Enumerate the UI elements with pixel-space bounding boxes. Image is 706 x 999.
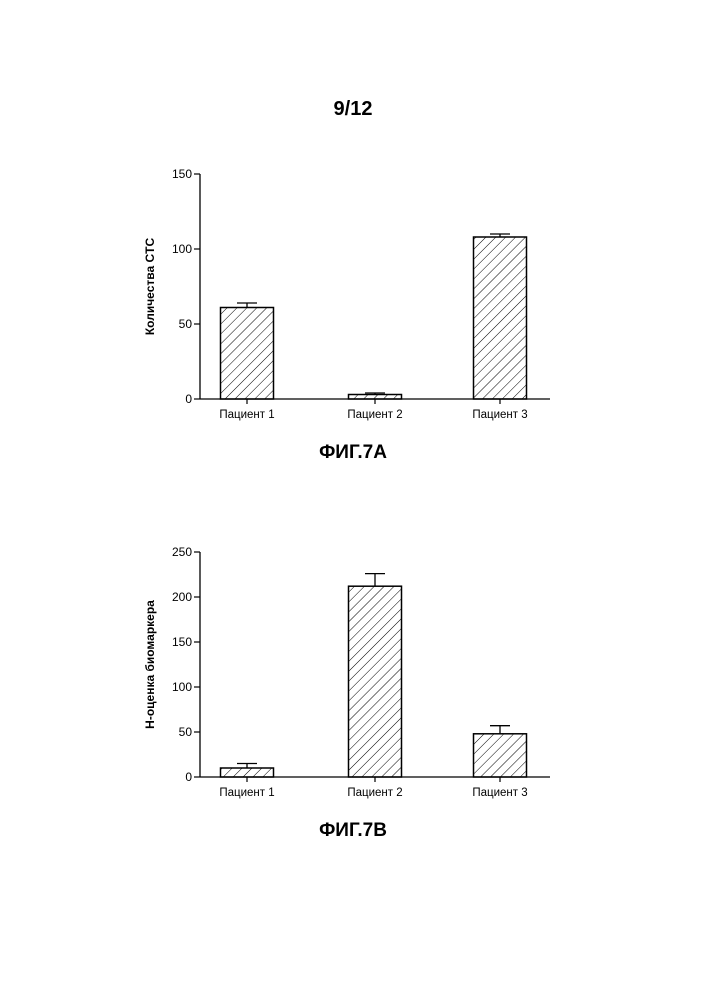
y-tick-label: 200 bbox=[172, 590, 192, 604]
y-tick-label: 100 bbox=[172, 680, 192, 694]
bar bbox=[221, 768, 274, 777]
bar bbox=[349, 586, 402, 777]
y-axis-label: Н-оценка биомаркера bbox=[143, 600, 157, 729]
x-tick-label: Пациент 1 bbox=[219, 787, 274, 799]
y-tick-label: 150 bbox=[172, 635, 192, 649]
bar bbox=[474, 734, 527, 777]
x-tick-label: Пациент 2 bbox=[347, 787, 402, 799]
x-tick-label: Пациент 3 bbox=[472, 787, 527, 799]
y-tick-label: 250 bbox=[172, 545, 192, 559]
y-tick-label: 0 bbox=[185, 770, 192, 784]
figure-caption-7b: ФИГ.7B bbox=[0, 820, 706, 842]
y-tick-label: 50 bbox=[179, 725, 193, 739]
